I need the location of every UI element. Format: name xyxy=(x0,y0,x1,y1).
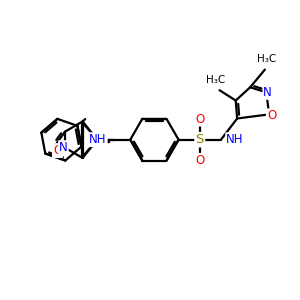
Text: H₃C: H₃C xyxy=(206,75,226,85)
Text: O: O xyxy=(267,109,276,122)
Text: O: O xyxy=(53,144,62,157)
Text: S: S xyxy=(196,133,204,146)
Text: O: O xyxy=(195,112,204,126)
Text: H₃C: H₃C xyxy=(257,54,276,64)
Text: N: N xyxy=(59,141,68,154)
Text: NH: NH xyxy=(226,133,244,146)
Text: O: O xyxy=(195,154,204,167)
Text: NH: NH xyxy=(89,133,107,146)
Text: N: N xyxy=(263,86,272,99)
